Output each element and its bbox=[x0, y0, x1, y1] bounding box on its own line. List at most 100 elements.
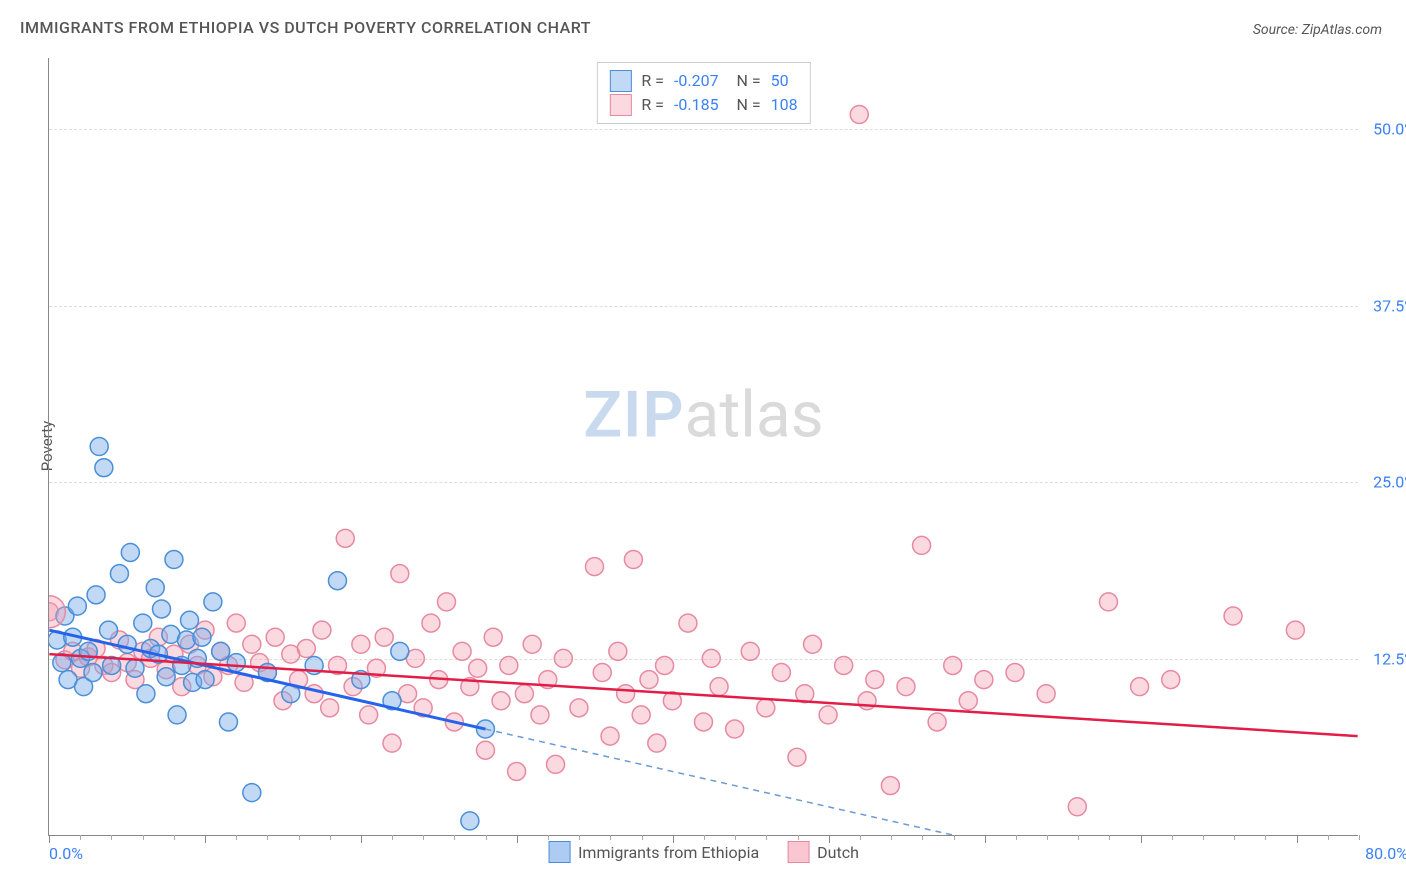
x-tick-minor bbox=[111, 835, 112, 840]
legend-r-label: R = bbox=[641, 69, 664, 93]
data-point bbox=[726, 720, 744, 738]
data-point bbox=[469, 659, 487, 677]
y-tick-label: 50.0% bbox=[1373, 119, 1406, 138]
data-point bbox=[804, 635, 822, 653]
legend-bottom-label-1: Dutch bbox=[817, 843, 859, 862]
legend-r-value-1: -0.185 bbox=[674, 93, 719, 117]
x-tick-minor bbox=[330, 835, 331, 840]
x-tick-minor bbox=[891, 835, 892, 840]
x-tick-major bbox=[985, 835, 986, 843]
data-point bbox=[570, 699, 588, 717]
data-point bbox=[531, 706, 549, 724]
data-point bbox=[757, 699, 775, 717]
data-point bbox=[617, 685, 635, 703]
data-point bbox=[819, 706, 837, 724]
data-point bbox=[897, 678, 915, 696]
data-point bbox=[157, 668, 175, 686]
x-tick-minor bbox=[1328, 835, 1329, 840]
data-point bbox=[391, 565, 409, 583]
x-tick-minor bbox=[860, 835, 861, 840]
data-point bbox=[453, 642, 471, 660]
data-point bbox=[100, 621, 118, 639]
x-tick-minor bbox=[143, 835, 144, 840]
legend-n-label: N = bbox=[729, 93, 761, 117]
data-point bbox=[632, 706, 650, 724]
x-tick-minor bbox=[486, 835, 487, 840]
data-point bbox=[110, 565, 128, 583]
data-point bbox=[243, 635, 261, 653]
x-tick-minor bbox=[1234, 835, 1235, 840]
x-tick-minor bbox=[392, 835, 393, 840]
data-point bbox=[1068, 798, 1086, 816]
data-point bbox=[152, 600, 170, 618]
data-point bbox=[1162, 671, 1180, 689]
x-tick-major bbox=[361, 835, 362, 843]
x-tick-major bbox=[1297, 835, 1298, 843]
data-point bbox=[126, 659, 144, 677]
legend-n-label: N = bbox=[729, 69, 761, 93]
data-point bbox=[375, 628, 393, 646]
data-point bbox=[547, 755, 565, 773]
data-point bbox=[313, 621, 331, 639]
data-point bbox=[243, 784, 261, 802]
x-tick-minor bbox=[299, 835, 300, 840]
data-point bbox=[695, 713, 713, 731]
legend-n-value-1: 108 bbox=[771, 93, 798, 117]
data-point bbox=[476, 741, 494, 759]
data-point bbox=[146, 579, 164, 597]
chart-title: IMMIGRANTS FROM ETHIOPIA VS DUTCH POVERT… bbox=[20, 18, 591, 37]
data-point bbox=[1099, 593, 1117, 611]
y-tick-label: 12.5% bbox=[1373, 650, 1406, 669]
legend-row-series-0: R = -0.207 N = 50 bbox=[609, 69, 797, 93]
x-tick-minor bbox=[80, 835, 81, 840]
source-attribution: Source: ZipAtlas.com bbox=[1253, 22, 1382, 38]
legend-item-1: Dutch bbox=[787, 841, 859, 863]
data-point bbox=[1286, 621, 1304, 639]
x-tick-major bbox=[517, 835, 518, 843]
data-point bbox=[1037, 685, 1055, 703]
data-point bbox=[165, 551, 183, 569]
x-tick-minor bbox=[642, 835, 643, 840]
data-point bbox=[500, 656, 518, 674]
data-point bbox=[336, 529, 354, 547]
data-point bbox=[609, 642, 627, 660]
data-point bbox=[508, 762, 526, 780]
data-point bbox=[383, 734, 401, 752]
x-tick-major bbox=[205, 835, 206, 843]
legend-bottom-swatch-1 bbox=[787, 841, 809, 863]
data-point bbox=[95, 459, 113, 477]
x-tick-major bbox=[49, 835, 50, 843]
correlation-legend: R = -0.207 N = 50 R = -0.185 N = 108 bbox=[596, 62, 810, 124]
x-tick-minor bbox=[1203, 835, 1204, 840]
x-tick-minor bbox=[735, 835, 736, 840]
data-point bbox=[461, 812, 479, 830]
x-tick-minor bbox=[579, 835, 580, 840]
x-tick-minor bbox=[1047, 835, 1048, 840]
data-point bbox=[1224, 607, 1242, 625]
data-point bbox=[850, 106, 868, 124]
legend-swatch-1 bbox=[609, 94, 631, 116]
data-point bbox=[554, 649, 572, 667]
data-point bbox=[360, 706, 378, 724]
legend-r-value-0: -0.207 bbox=[674, 69, 719, 93]
x-tick-minor bbox=[548, 835, 549, 840]
x-tick-major bbox=[673, 835, 674, 843]
data-point bbox=[484, 628, 502, 646]
x-axis-min-label: 0.0% bbox=[49, 844, 83, 863]
data-point bbox=[648, 734, 666, 752]
data-point bbox=[297, 640, 315, 658]
data-point bbox=[193, 628, 211, 646]
x-tick-major bbox=[1141, 835, 1142, 843]
data-point bbox=[204, 593, 222, 611]
data-point bbox=[772, 664, 790, 682]
data-point bbox=[601, 727, 619, 745]
data-point bbox=[87, 586, 105, 604]
x-tick-minor bbox=[1265, 835, 1266, 840]
data-point bbox=[585, 558, 603, 576]
data-point bbox=[640, 671, 658, 689]
legend-bottom-swatch-0 bbox=[548, 841, 570, 863]
data-point bbox=[227, 654, 245, 672]
data-point bbox=[492, 692, 510, 710]
x-tick-minor bbox=[1016, 835, 1017, 840]
data-point bbox=[438, 593, 456, 611]
